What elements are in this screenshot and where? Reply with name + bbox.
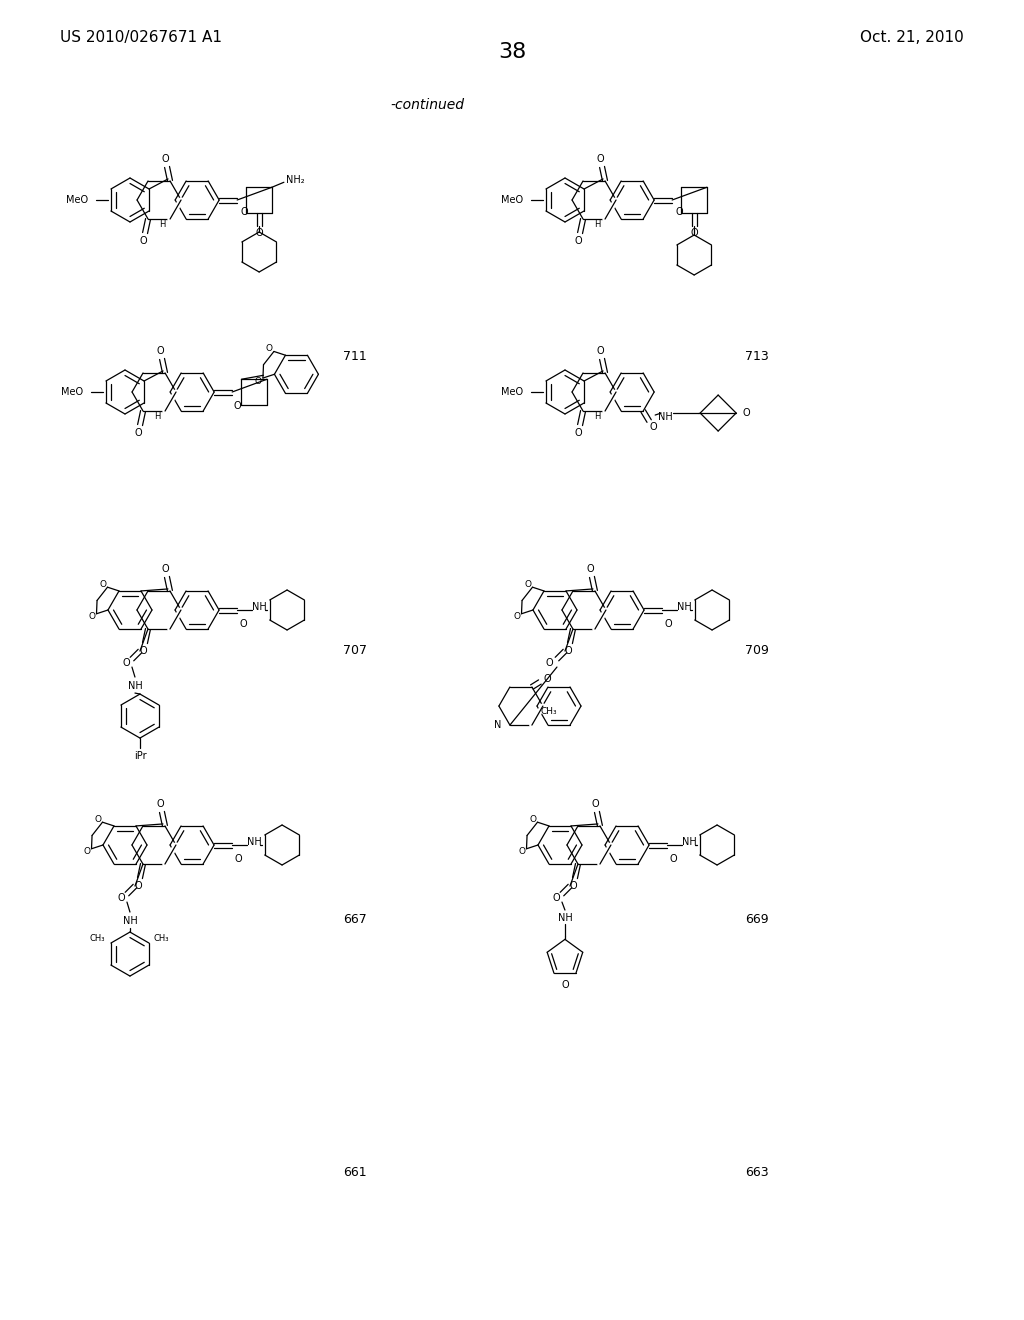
Text: 663: 663 <box>745 1166 769 1179</box>
Text: O: O <box>543 675 551 684</box>
Text: NH: NH <box>247 837 261 847</box>
Text: O: O <box>574 236 582 246</box>
Text: O: O <box>240 619 247 630</box>
Text: NH: NH <box>252 602 266 612</box>
Text: O: O <box>545 659 553 668</box>
Text: 713: 713 <box>745 350 769 363</box>
Text: H: H <box>594 219 600 228</box>
Text: O: O <box>518 847 525 857</box>
Text: O: O <box>574 428 582 438</box>
Text: O: O <box>513 612 520 622</box>
Text: -continued: -continued <box>390 98 464 112</box>
Text: O: O <box>586 564 594 574</box>
Text: H: H <box>154 412 160 421</box>
Text: CH₃: CH₃ <box>154 933 169 942</box>
Text: MeO: MeO <box>501 387 523 397</box>
Text: H: H <box>594 412 600 421</box>
Text: O: O <box>157 346 164 356</box>
Text: O: O <box>596 154 604 164</box>
Text: H: H <box>159 219 165 228</box>
Text: MeO: MeO <box>501 195 523 205</box>
Text: O: O <box>670 854 677 865</box>
Text: 707: 707 <box>343 644 367 657</box>
Text: O: O <box>676 207 683 216</box>
Text: O: O <box>139 645 146 656</box>
Text: NH: NH <box>123 916 137 927</box>
Text: Oct. 21, 2010: Oct. 21, 2010 <box>860 30 964 45</box>
Text: CH₃: CH₃ <box>89 933 104 942</box>
Text: NH: NH <box>682 837 696 847</box>
Text: NH: NH <box>657 412 673 422</box>
Text: US 2010/0267671 A1: US 2010/0267671 A1 <box>60 30 222 45</box>
Text: O: O <box>561 979 568 990</box>
Text: CH₃: CH₃ <box>541 706 557 715</box>
Text: O: O <box>139 236 146 246</box>
Text: O: O <box>254 376 261 385</box>
Text: O: O <box>134 428 142 438</box>
Text: NH: NH <box>677 602 691 612</box>
Text: O: O <box>591 799 599 809</box>
Text: N: N <box>495 721 502 730</box>
Text: O: O <box>161 154 169 164</box>
Text: O: O <box>524 579 531 589</box>
Text: O: O <box>255 228 263 238</box>
Text: O: O <box>564 645 571 656</box>
Text: O: O <box>690 228 698 238</box>
Text: O: O <box>83 847 90 857</box>
Text: 711: 711 <box>343 350 367 363</box>
Text: iPr: iPr <box>134 751 146 762</box>
Text: O: O <box>233 401 241 411</box>
Text: NH: NH <box>558 913 572 923</box>
Text: 38: 38 <box>498 42 526 62</box>
Text: 661: 661 <box>343 1166 367 1179</box>
Text: O: O <box>552 894 560 903</box>
Text: NH: NH <box>128 681 142 692</box>
Text: O: O <box>161 564 169 574</box>
Text: O: O <box>569 880 577 891</box>
Text: MeO: MeO <box>60 387 83 397</box>
Text: O: O <box>88 612 95 622</box>
Text: O: O <box>265 345 272 352</box>
Text: O: O <box>156 799 164 809</box>
Text: O: O <box>649 422 657 432</box>
Text: MeO: MeO <box>66 195 88 205</box>
Text: O: O <box>234 854 242 865</box>
Text: O: O <box>94 814 101 824</box>
Text: O: O <box>665 619 672 630</box>
Text: 667: 667 <box>343 913 367 927</box>
Text: O: O <box>529 814 536 824</box>
Text: 669: 669 <box>745 913 769 927</box>
Text: 709: 709 <box>745 644 769 657</box>
Text: O: O <box>241 207 248 216</box>
Text: NH₂: NH₂ <box>286 176 304 185</box>
Text: O: O <box>117 894 125 903</box>
Text: O: O <box>134 880 141 891</box>
Text: O: O <box>99 579 106 589</box>
Text: O: O <box>122 659 130 668</box>
Text: O: O <box>742 408 750 418</box>
Text: O: O <box>596 346 604 356</box>
